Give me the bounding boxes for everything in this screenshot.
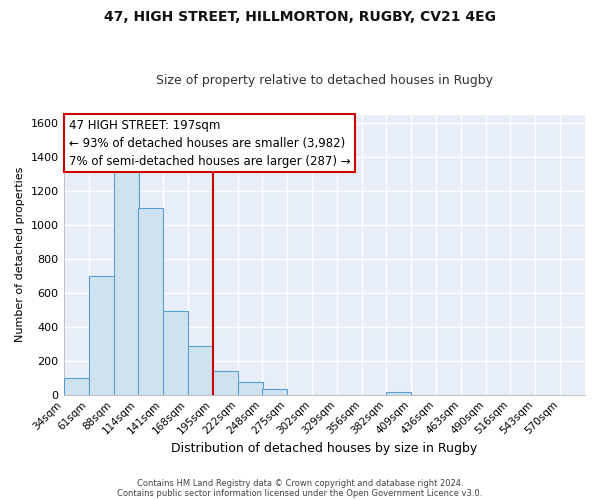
Text: Contains HM Land Registry data © Crown copyright and database right 2024.: Contains HM Land Registry data © Crown c…: [137, 478, 463, 488]
X-axis label: Distribution of detached houses by size in Rugby: Distribution of detached houses by size …: [171, 442, 478, 455]
Y-axis label: Number of detached properties: Number of detached properties: [15, 167, 25, 342]
Bar: [188, 346, 212, 395]
Bar: [262, 389, 287, 394]
Bar: [89, 276, 113, 394]
Bar: [238, 382, 263, 394]
Bar: [386, 392, 411, 394]
Bar: [64, 378, 89, 394]
Bar: [113, 167, 139, 394]
Text: Contains public sector information licensed under the Open Government Licence v3: Contains public sector information licen…: [118, 488, 482, 498]
Bar: [163, 310, 188, 394]
Bar: [137, 208, 163, 394]
Text: 47 HIGH STREET: 197sqm
← 93% of detached houses are smaller (3,982)
7% of semi-d: 47 HIGH STREET: 197sqm ← 93% of detached…: [69, 119, 350, 168]
Bar: [212, 371, 238, 394]
Title: Size of property relative to detached houses in Rugby: Size of property relative to detached ho…: [156, 74, 493, 87]
Text: 47, HIGH STREET, HILLMORTON, RUGBY, CV21 4EG: 47, HIGH STREET, HILLMORTON, RUGBY, CV21…: [104, 10, 496, 24]
